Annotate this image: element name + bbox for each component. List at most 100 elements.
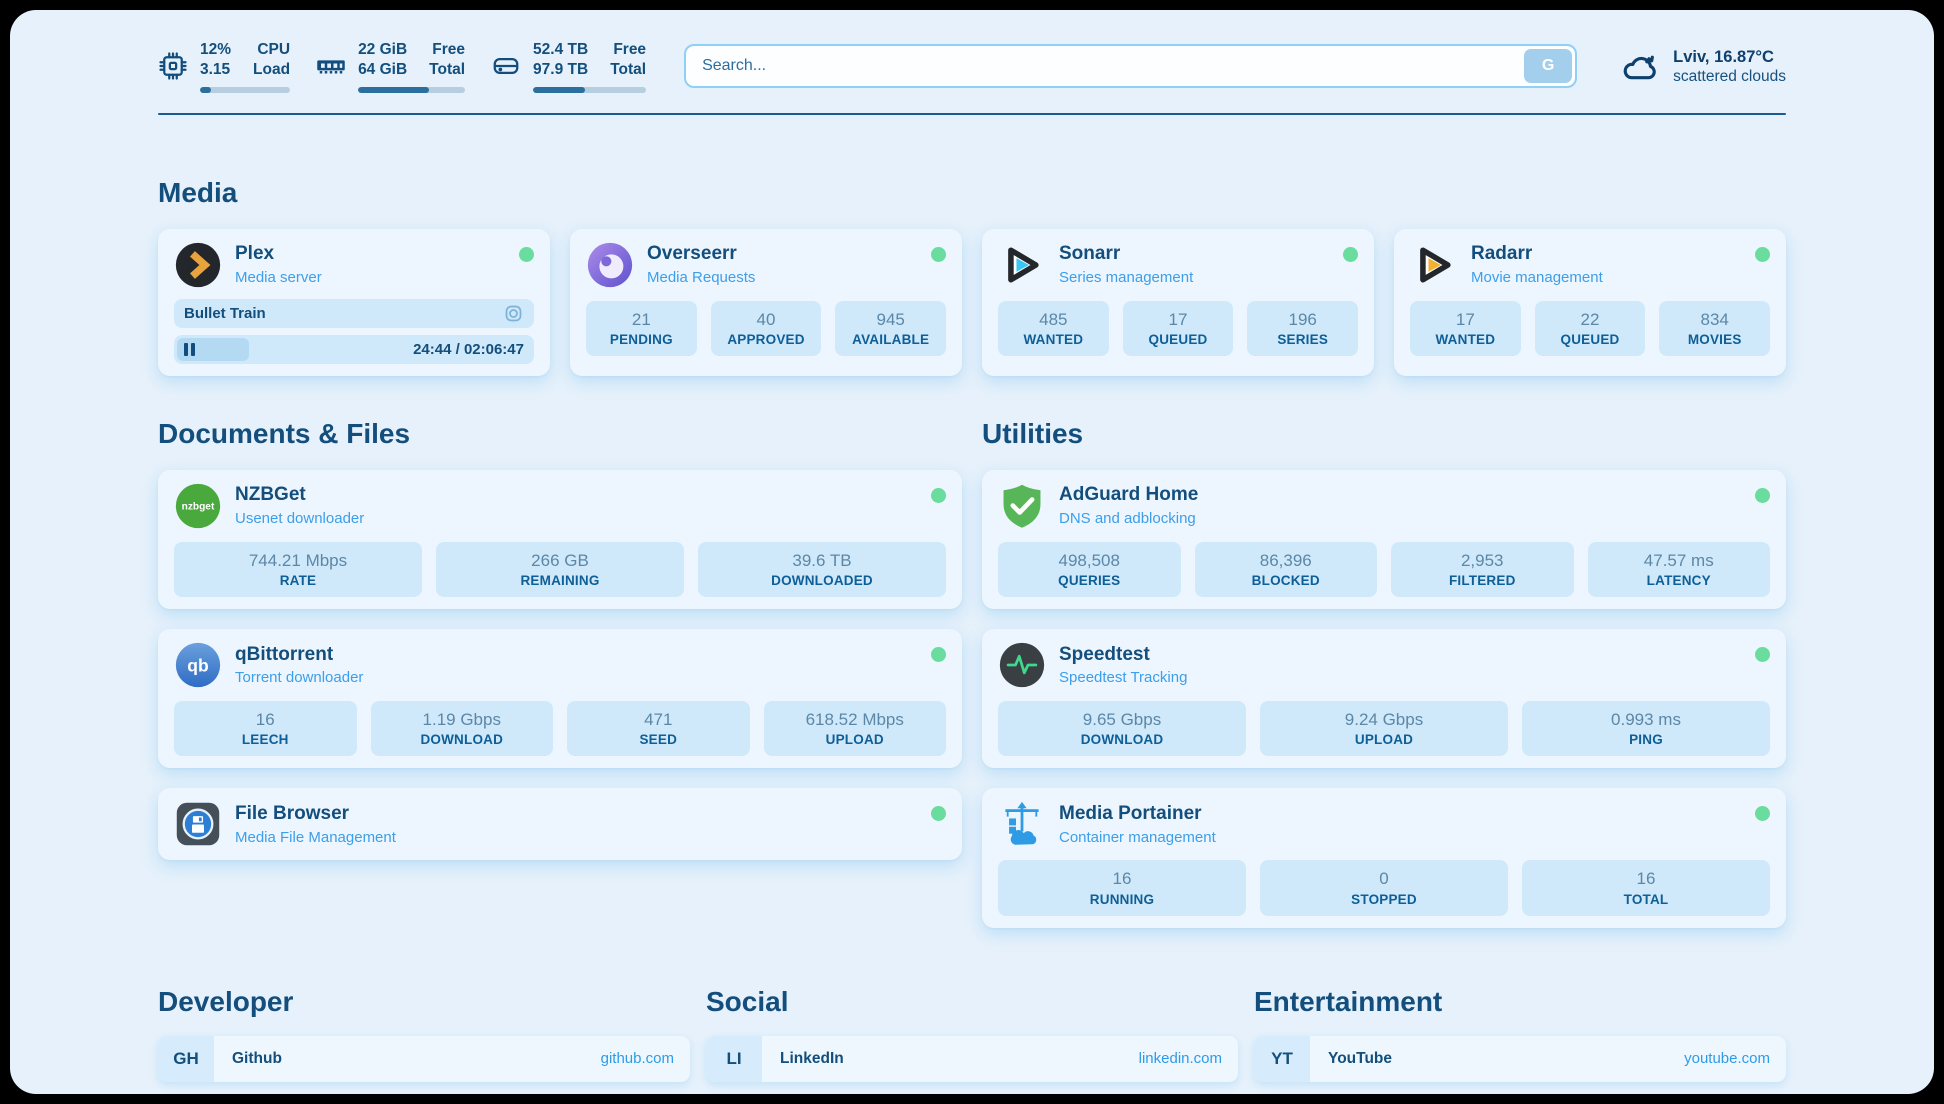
app-card-plex[interactable]: Plex Media server Bullet Train 24:44 / 0… bbox=[158, 228, 550, 376]
search-input[interactable] bbox=[684, 44, 1578, 89]
plex-icon bbox=[175, 242, 221, 287]
documents-column: Documents & Files nzbget NZBGet Usenet d… bbox=[158, 418, 962, 928]
app-subtitle: Container management bbox=[1059, 828, 1216, 846]
app-card-qbittorrent[interactable]: qb qBittorrent Torrent downloader 16 LEE… bbox=[158, 629, 962, 769]
cctv-camera-icon bbox=[505, 305, 522, 322]
nzbget-icon: nzbget bbox=[175, 483, 221, 528]
stat-approved: 40 APPROVED bbox=[710, 300, 822, 356]
status-dot bbox=[1343, 246, 1358, 262]
app-subtitle: Usenet downloader bbox=[235, 510, 365, 528]
status-dot bbox=[1755, 806, 1770, 822]
disk-progress-track bbox=[533, 86, 647, 93]
app-card-sonarr[interactable]: Sonarr Series management 485 WANTED 17 Q… bbox=[982, 228, 1374, 376]
search-engine-button[interactable]: G bbox=[1524, 49, 1573, 84]
app-subtitle: Movie management bbox=[1471, 269, 1603, 287]
app-name: AdGuard Home bbox=[1059, 484, 1199, 506]
playback-progress-fill bbox=[177, 337, 249, 361]
stat-running: 16 RUNNING bbox=[998, 860, 1246, 916]
app-name: Overseerr bbox=[647, 243, 737, 265]
section-title-documents: Documents & Files bbox=[158, 417, 411, 449]
bookmark-name: Github bbox=[232, 1049, 282, 1067]
disk-free-label: Free bbox=[613, 41, 647, 58]
app-card-overseerr[interactable]: Overseerr Media Requests 21 PENDING 40 A… bbox=[570, 228, 962, 376]
stat-rate: 744.21 Mbps RATE bbox=[174, 541, 422, 597]
app-name: Radarr bbox=[1471, 243, 1533, 265]
stat-blocked: 86,396 BLOCKED bbox=[1194, 541, 1377, 597]
cpu-load-value: 3.15 bbox=[200, 61, 231, 79]
section-title-developer: Developer bbox=[158, 985, 294, 1017]
radarr-icon bbox=[1420, 247, 1451, 283]
cpu-usage-value: 12% bbox=[200, 41, 232, 58]
cpu-load-label: Load bbox=[253, 61, 291, 79]
cpu-stat: 12% CPU 3.15 Load bbox=[158, 40, 291, 93]
ram-total-label: Total bbox=[429, 61, 466, 79]
cloud-icon bbox=[1623, 55, 1656, 80]
section-title-media: Media bbox=[158, 176, 238, 208]
app-subtitle: Torrent downloader bbox=[235, 669, 364, 687]
app-card-radarr[interactable]: Radarr Movie management 17 WANTED 22 QUE… bbox=[1394, 228, 1786, 376]
bookmark-name: YouTube bbox=[1328, 1049, 1392, 1067]
bookmark-group-entertainment: Entertainment YT YouTube youtube.com NF … bbox=[1254, 986, 1786, 1095]
middle-columns: Documents & Files nzbget NZBGet Usenet d… bbox=[158, 418, 1786, 928]
app-card-filebrowser[interactable]: File Browser Media File Management bbox=[158, 788, 962, 861]
stat-movies: 834 MOVIES bbox=[1659, 300, 1771, 356]
adguard-shield-icon bbox=[1003, 484, 1041, 528]
app-card-speedtest[interactable]: Speedtest Speedtest Tracking 9.65 Gbps D… bbox=[982, 629, 1786, 769]
app-subtitle: Speedtest Tracking bbox=[1059, 669, 1188, 687]
app-subtitle: Media Requests bbox=[647, 269, 756, 287]
section-title-social: Social bbox=[706, 985, 789, 1017]
section-title-entertainment: Entertainment bbox=[1254, 985, 1443, 1017]
qbittorrent-icon: qb bbox=[175, 642, 221, 688]
stat-available: 945 AVAILABLE bbox=[835, 300, 947, 356]
app-card-nzbget[interactable]: nzbget NZBGet Usenet downloader 744.21 M… bbox=[158, 469, 962, 609]
ram-free-label: Free bbox=[432, 41, 466, 58]
ram-icon bbox=[317, 60, 345, 74]
stat-wanted: 485 WANTED bbox=[998, 300, 1109, 356]
status-dot bbox=[931, 487, 946, 503]
disk-total-label: Total bbox=[610, 61, 647, 79]
stat-upload: 618.52 Mbps UPLOAD bbox=[763, 701, 946, 757]
app-name: Sonarr bbox=[1059, 243, 1121, 265]
bookmark-linkedin[interactable]: LI LinkedIn linkedin.com bbox=[706, 1035, 1238, 1082]
dashboard: 12% CPU 3.15 Load bbox=[10, 10, 1934, 1094]
ram-stat: 22 GiB Free 64 GiB Total bbox=[316, 40, 466, 93]
app-card-portainer[interactable]: Media Portainer Container management 16 … bbox=[982, 788, 1786, 928]
filebrowser-icon bbox=[176, 803, 220, 846]
stat-downloaded: 39.6 TB DOWNLOADED bbox=[698, 541, 946, 597]
weather-condition: scattered clouds bbox=[1673, 68, 1786, 86]
stat-seed: 471 SEED bbox=[567, 701, 750, 757]
section-title-utilities: Utilities bbox=[982, 417, 1084, 449]
cpu-progress-track bbox=[200, 86, 291, 93]
cpu-progress-fill bbox=[200, 86, 211, 93]
bookmark-github[interactable]: GH Github github.com bbox=[158, 1035, 690, 1082]
bookmark-abbr: LI bbox=[706, 1035, 762, 1082]
ram-total-value: 64 GiB bbox=[358, 61, 408, 79]
app-card-adguard[interactable]: AdGuard Home DNS and adblocking 498,508 … bbox=[982, 469, 1786, 609]
bookmark-youtube[interactable]: YT YouTube youtube.com bbox=[1254, 1035, 1786, 1082]
bookmark-url: github.com bbox=[600, 1050, 674, 1067]
app-subtitle: Series management bbox=[1059, 269, 1194, 287]
stat-remaining: 266 GB REMAINING bbox=[436, 541, 684, 597]
status-dot bbox=[931, 246, 946, 262]
ram-free-value: 22 GiB bbox=[358, 41, 408, 58]
stat-filtered: 2,953 FILTERED bbox=[1391, 541, 1574, 597]
bookmark-url: linkedin.com bbox=[1138, 1050, 1222, 1067]
search-bar: G bbox=[684, 44, 1578, 89]
disk-progress-fill bbox=[533, 86, 586, 93]
bookmark-columns: Developer GH Github github.com SO StackO… bbox=[158, 986, 1786, 1095]
status-dot bbox=[1755, 647, 1770, 662]
app-name: Speedtest bbox=[1059, 643, 1150, 665]
disk-free-value: 52.4 TB bbox=[533, 41, 589, 58]
hardware-stats: 12% CPU 3.15 Load bbox=[158, 40, 647, 93]
svg-text:qb: qb bbox=[187, 655, 208, 675]
weather-location-temp: Lviv, 16.87°C bbox=[1673, 47, 1774, 66]
app-name: NZBGet bbox=[235, 484, 306, 506]
now-playing: Bullet Train 24:44 / 02:06:47 bbox=[174, 298, 534, 364]
app-name: File Browser bbox=[235, 802, 350, 824]
stat-leech: 16 LEECH bbox=[174, 701, 357, 757]
speedtest-pulse-icon bbox=[999, 642, 1045, 688]
status-dot bbox=[519, 246, 534, 262]
stat-download: 9.65 Gbps DOWNLOAD bbox=[998, 701, 1246, 757]
cpu-chip-icon bbox=[159, 52, 187, 80]
now-playing-title-row: Bullet Train bbox=[174, 298, 534, 328]
